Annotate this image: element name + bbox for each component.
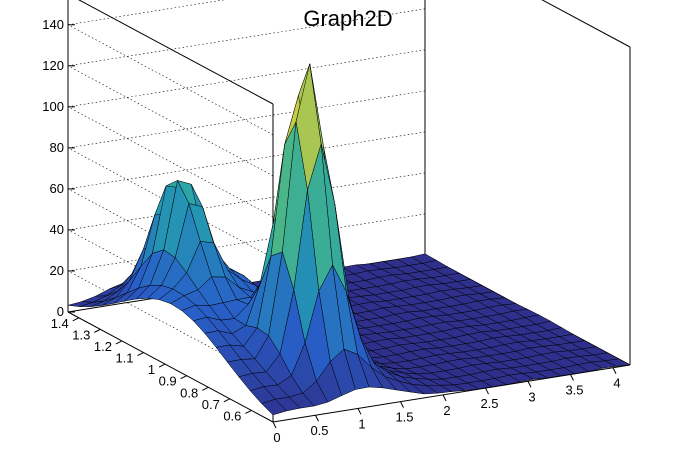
x-tick-label: 3	[528, 389, 535, 404]
z-gridline-left-wall	[67, 65, 274, 177]
x-tick-mark	[272, 421, 277, 429]
y-tick-label: 0.7	[202, 397, 220, 412]
x-tick-label: 4	[613, 376, 620, 391]
x-tick-label: 3.5	[565, 383, 583, 398]
y-tick-label: 1.1	[115, 351, 133, 366]
y-tick-mark	[223, 398, 231, 403]
x-tick-mark	[400, 401, 404, 408]
x-tick-mark	[357, 408, 362, 415]
y-tick-label: 0.9	[159, 374, 177, 389]
x-tick-mark	[442, 394, 447, 402]
z-tick-label: 80	[50, 140, 64, 155]
x-tick-mark	[570, 374, 574, 381]
y-tick-mark	[180, 375, 187, 380]
z-gridline-back-wall	[67, 131, 426, 190]
y-tick-mark	[158, 363, 166, 368]
z-tick-label: 60	[50, 181, 64, 196]
y-tick-label: 1	[148, 362, 155, 377]
x-tick-label: 1	[358, 416, 365, 431]
x-tick-mark	[612, 367, 617, 374]
y-tick-label: 0.6	[223, 408, 241, 423]
x-tick-label: 0.5	[310, 423, 328, 438]
y-tick-label: 1.4	[51, 316, 69, 331]
y-tick-label: 1.2	[94, 339, 112, 354]
x-tick-label: 0	[273, 430, 280, 445]
z-gridline-left-wall	[67, 106, 274, 218]
x-tick-mark	[315, 414, 319, 422]
left-floor-edge	[67, 311, 274, 423]
y-tick-mark	[202, 386, 209, 391]
z-tick-label: 120	[42, 58, 64, 73]
z-gridline-left-wall	[67, 24, 274, 136]
y-tick-mark	[245, 409, 252, 414]
z-gridline-back-wall	[67, 90, 426, 149]
x-tick-mark	[527, 381, 532, 388]
y-tick-label: 0.8	[180, 385, 198, 400]
z-gridline-back-wall	[67, 0, 226, 26]
x-tick-mark	[485, 387, 489, 395]
z-tick-label: 40	[50, 222, 64, 237]
y-tick-mark	[94, 328, 101, 333]
z-tick-label: 140	[42, 17, 64, 32]
x-tick-label: 2	[443, 403, 450, 418]
y-tick-mark	[137, 352, 144, 356]
z-axis: 0 20 40 60 80 100 120 140	[42, 0, 75, 319]
z-tick-label: 100	[42, 99, 64, 114]
z-gridline-back-wall	[67, 49, 426, 108]
y-tick-mark	[72, 317, 80, 322]
x-tick-label: 2.5	[480, 396, 498, 411]
right-top-edge	[541, 0, 631, 48]
z-gridline-back-wall	[67, 213, 426, 272]
left-top-edge	[78, 0, 274, 105]
chart-title: Graph2D	[303, 6, 392, 31]
y-tick-label: 1.3	[72, 327, 90, 342]
z-tick-label: 20	[50, 263, 64, 278]
x-tick-label: 1.5	[395, 410, 413, 425]
x-axis: 0 0.5 1 1.5 2 2.5 3 3.5 4	[272, 367, 621, 445]
z-gridline-back-wall	[67, 8, 426, 67]
z-gridline-left-wall	[67, 270, 274, 382]
y-tick-mark	[115, 340, 123, 345]
z-gridline-back-wall	[67, 172, 426, 231]
surface-mesh	[67, 62, 631, 416]
z-tick-label: 0	[57, 304, 64, 319]
y-axis: 0.60.7 0.80.9 1 1.11.2 1.31.4	[51, 316, 252, 423]
